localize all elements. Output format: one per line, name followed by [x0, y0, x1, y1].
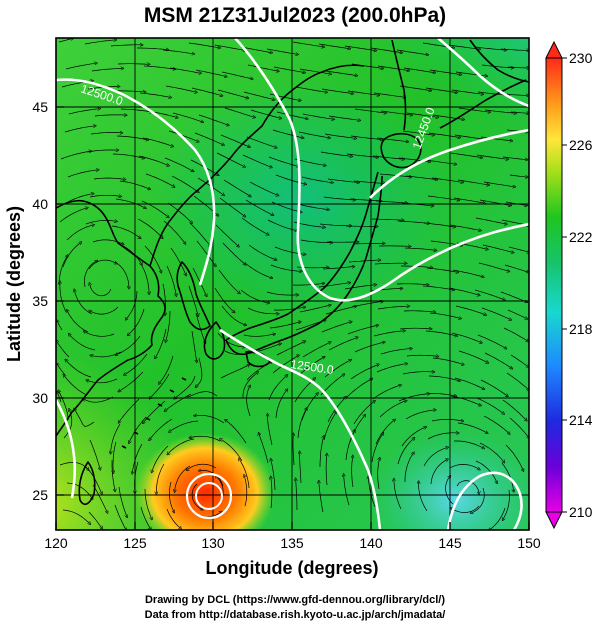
x-tick-label: 130	[201, 535, 225, 551]
colorbar: 230 226 222 218 214 210	[546, 42, 593, 528]
x-tick-label: 135	[280, 535, 304, 551]
y-tick-label: 25	[32, 487, 48, 503]
colorbar-tick-label: 226	[569, 137, 593, 153]
x-tick-label: 140	[359, 535, 383, 551]
y-tick-label: 40	[32, 196, 48, 212]
y-tick-label: 30	[32, 390, 48, 406]
y-tick-label: 35	[32, 293, 48, 309]
y-axis-title: Latitude (degrees)	[4, 206, 24, 362]
colorbar-top-arrow	[546, 42, 562, 58]
colorbar-scale	[546, 58, 562, 512]
field-layer: 12500.0 12500.0 12450.0	[0, 0, 599, 570]
colorbar-tick-label: 214	[569, 412, 593, 428]
x-tick-label: 150	[517, 535, 541, 551]
x-tick-label: 120	[44, 535, 68, 551]
x-tick-label: 145	[438, 535, 462, 551]
colorbar-tick-label: 222	[569, 229, 593, 245]
credit-data: Data from http://database.rish.kyoto-u.a…	[145, 609, 446, 621]
colorbar-tick-label: 230	[569, 50, 593, 66]
y-tick-labels: 25 30 35 40 45	[32, 99, 48, 503]
colorbar-tick-label: 218	[569, 321, 593, 337]
x-tick-labels: 120 125 130 135 140 145 150	[44, 535, 541, 551]
x-axis-title: Longitude (degrees)	[205, 558, 378, 578]
y-tick-label: 45	[32, 99, 48, 115]
map-title: MSM 21Z31Jul2023 (200.0hPa)	[144, 4, 446, 27]
credit-drawing: Drawing by DCL (https://www.gfd-dennou.o…	[145, 594, 445, 606]
colorbar-tick-label: 210	[569, 504, 593, 520]
colorbar-bottom-arrow	[546, 512, 562, 528]
x-tick-label: 125	[123, 535, 147, 551]
